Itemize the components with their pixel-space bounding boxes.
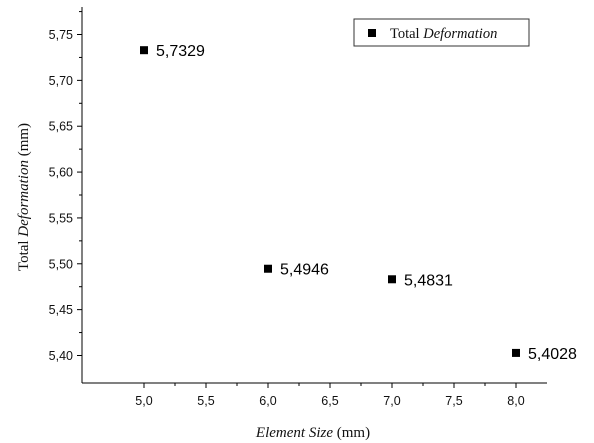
legend-box (353, 18, 530, 47)
data-point (512, 348, 520, 357)
data-point (388, 275, 396, 284)
data-point (264, 264, 272, 273)
x-tick-label: 5,0 (135, 394, 152, 408)
legend: Total Deformation (353, 18, 530, 47)
data-labels: 5,7329 5,4946 5,4831 5,4028 (156, 43, 577, 363)
data-points (140, 46, 520, 357)
y-axis-title: Total Deformation (mm) (16, 123, 32, 271)
y-tick-label: 5,50 (49, 257, 73, 271)
y-axis-ticks: 5,40 5,45 5,50 5,55 5,60 5,65 5,70 5,75 (49, 11, 82, 363)
y-tick-label: 5,40 (49, 349, 73, 363)
axes (81, 7, 547, 384)
x-tick-label: 5,5 (197, 394, 214, 408)
data-label: 5,4831 (404, 272, 453, 289)
x-tick-label: 6,0 (259, 394, 276, 408)
data-point (140, 46, 148, 55)
data-label: 5,7329 (156, 43, 205, 60)
x-axis-title: Element Size (mm) (255, 425, 370, 441)
data-label: 5,4946 (280, 262, 329, 279)
y-tick-label: 5,75 (49, 28, 73, 42)
y-tick-label: 5,65 (49, 120, 73, 134)
y-tick-label: 5,60 (49, 166, 73, 180)
y-tick-label: 5,55 (49, 211, 73, 225)
x-tick-label: 7,0 (383, 394, 400, 408)
x-tick-label: 7,5 (445, 394, 462, 408)
data-label: 5,4028 (528, 346, 577, 363)
y-tick-label: 5,70 (49, 74, 73, 88)
x-tick-label: 8,0 (507, 394, 524, 408)
x-tick-label: 6,5 (321, 394, 338, 408)
legend-label: Total Deformation (390, 26, 497, 42)
x-axis-ticks: 5,0 5,5 6,0 6,5 7,0 7,5 8,0 (135, 383, 525, 408)
y-tick-label: 5,45 (49, 303, 73, 317)
legend-marker (368, 29, 376, 37)
